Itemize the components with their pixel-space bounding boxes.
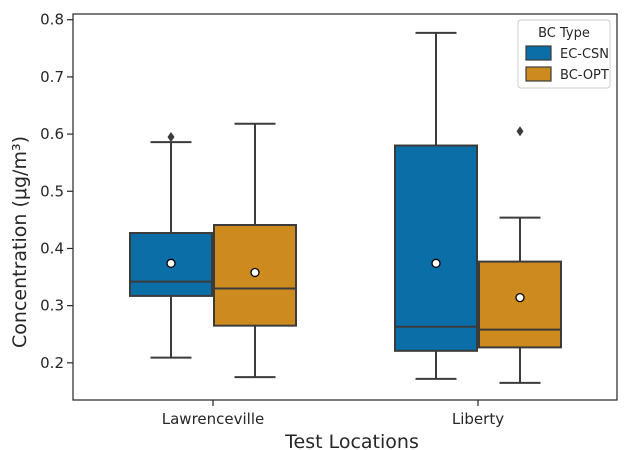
y-tick-label: 0.8 (40, 11, 64, 29)
legend-entry: EC-CSN (560, 47, 609, 62)
mean-marker (166, 258, 176, 268)
legend: BC Type EC-CSN BC-OPT (517, 19, 611, 89)
mean-marker (250, 267, 260, 278)
box-bc-opt-lawrenceville (213, 122, 297, 379)
y-tick-label: 0.7 (40, 68, 64, 86)
box-ec-csn-liberty (394, 31, 478, 380)
y-axis-label: Concentration (μg/m³) (9, 136, 31, 348)
legend-swatch (525, 66, 552, 82)
y-tick-label: 0.6 (40, 125, 64, 143)
y-tick-label: 0.5 (40, 182, 64, 200)
box-bc-opt-liberty (478, 126, 562, 384)
legend-title: BC Type (538, 26, 590, 41)
y-tick-label: 0.2 (40, 354, 64, 372)
legend-swatch (525, 45, 552, 61)
mean-marker (431, 258, 441, 268)
box-iqr (394, 144, 478, 352)
outlier-point (516, 126, 524, 137)
y-tick-label: 0.4 (40, 239, 64, 257)
plot-frame (72, 13, 618, 401)
y-tick-label: 0.3 (40, 297, 64, 315)
x-tick-label: Liberty (452, 410, 504, 428)
box-iqr (478, 260, 562, 349)
box-ec-csn-lawrenceville (129, 131, 213, 359)
mean-marker (515, 292, 525, 303)
plot-area (129, 31, 562, 384)
legend-entry: BC-OPT (560, 68, 609, 83)
outlier-point (167, 131, 175, 142)
x-tick-label: Lawrenceville (162, 410, 264, 428)
x-axis-label: Test Locations (284, 431, 419, 450)
axes: 0.2 0.3 0.4 0.5 0.6 0.7 0.8 Lawrenceville Libert… (40, 11, 618, 428)
